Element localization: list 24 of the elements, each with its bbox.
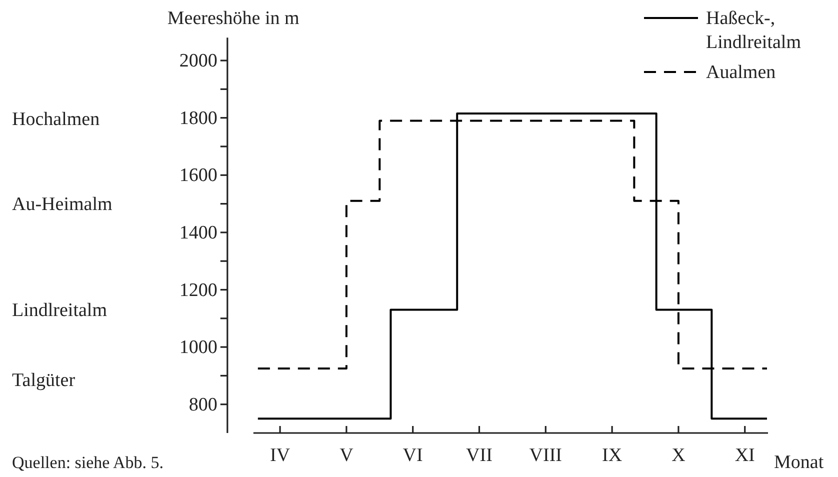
x-tick-label: IV — [270, 445, 290, 466]
legend-label: Haßeck-, Lindlreitalm — [706, 8, 802, 53]
x-tick-label: V — [340, 445, 354, 466]
y-tick-label: 1400 — [179, 222, 218, 244]
legend-label: Aualmen — [706, 62, 776, 83]
y-tick-label: 1600 — [179, 165, 218, 186]
y-tick-label: 1200 — [179, 280, 218, 301]
x-tick-label: XI — [734, 445, 755, 466]
y-axis-title: Meereshöhe in m — [167, 8, 300, 29]
y-tick-label: 1800 — [179, 108, 218, 129]
text: Au-Heimalm — [12, 194, 112, 215]
y-tick-label: 800 — [188, 394, 218, 416]
y-tick-label: 2000 — [179, 50, 218, 72]
x-tick-label: IX — [602, 445, 622, 466]
x-tick-label: VI — [402, 445, 423, 466]
source-note: Quellen: siehe Abb. 5. — [12, 453, 164, 472]
text: Hochalmen — [12, 109, 100, 130]
x-tick-label: VIII — [529, 445, 562, 466]
x-tick-label: X — [672, 445, 686, 466]
y-tick-label: 1000 — [179, 337, 218, 358]
text: Talgüter — [12, 370, 76, 391]
x-axis-title: Monat — [774, 452, 824, 473]
text: Lindlreitalm — [12, 300, 108, 321]
x-tick-label: VII — [466, 445, 492, 466]
